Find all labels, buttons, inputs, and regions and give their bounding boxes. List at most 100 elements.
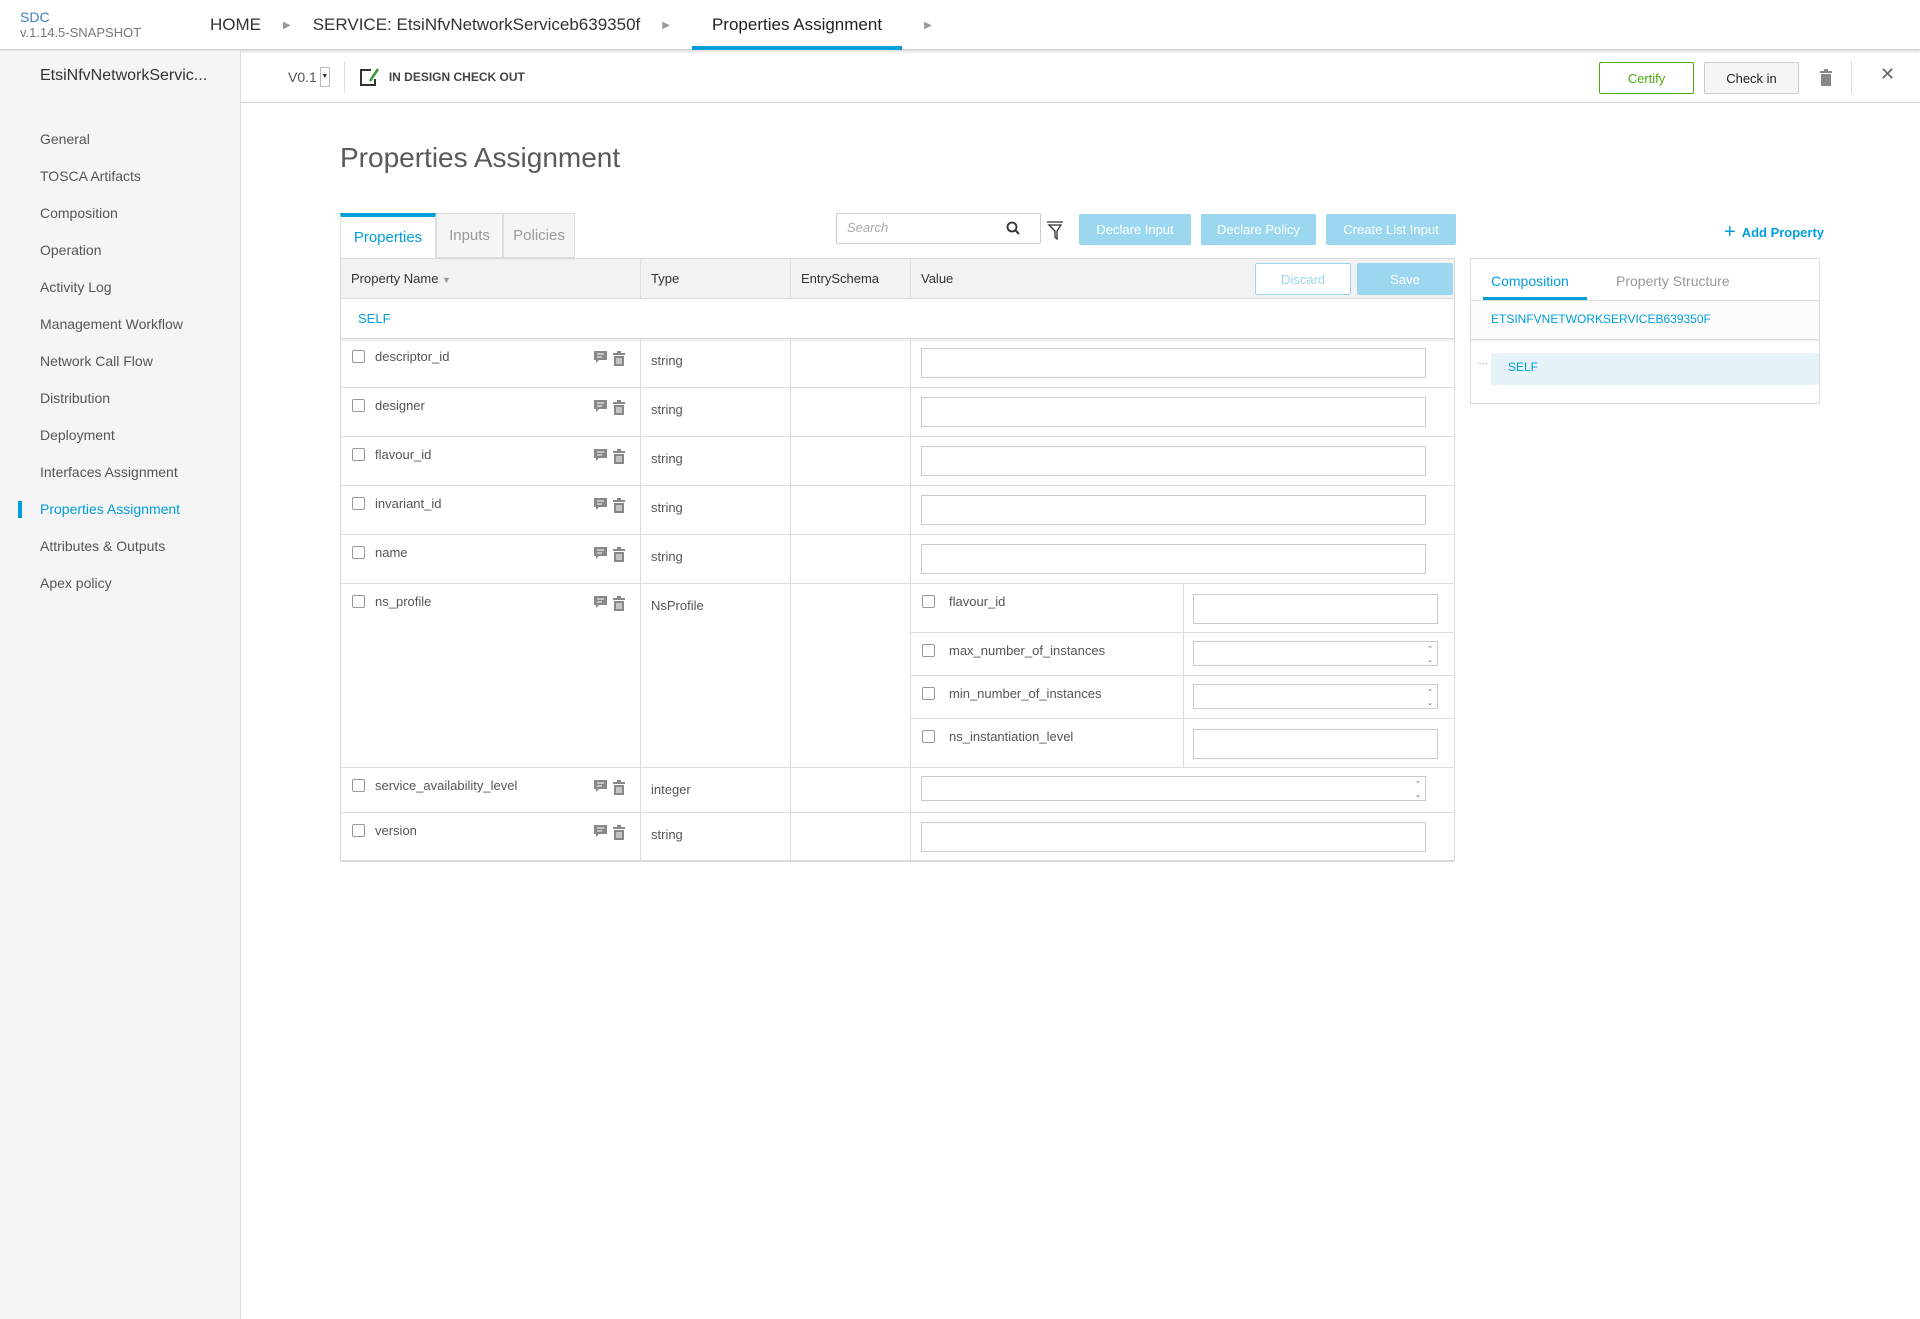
sidebar-item-general[interactable]: General — [40, 131, 90, 147]
comment-icon[interactable] — [594, 400, 608, 414]
column-header-property-name[interactable]: Property Name ▼ — [341, 259, 641, 299]
delete-icon[interactable] — [1819, 69, 1833, 86]
declare-input-button[interactable]: Declare Input — [1079, 214, 1191, 245]
column-header-entryschema: EntrySchema — [791, 259, 911, 299]
comment-icon[interactable] — [594, 498, 608, 512]
search-input[interactable]: Search — [836, 213, 1041, 244]
tab-properties[interactable]: Properties — [340, 213, 436, 258]
sidebar-item-composition[interactable]: Composition — [40, 205, 118, 221]
comment-icon[interactable] — [594, 780, 608, 794]
tab-inputs[interactable]: Inputs — [436, 213, 503, 258]
tab-property-structure[interactable]: Property Structure — [1616, 273, 1730, 289]
certify-button[interactable]: Certify — [1599, 62, 1694, 94]
add-property-link[interactable]: + Add Property — [1724, 221, 1824, 244]
sidebar-item-operation[interactable]: Operation — [40, 242, 102, 258]
sidebar-item-apex-policy[interactable]: Apex policy — [40, 575, 112, 591]
value-cell — [911, 535, 1454, 583]
delete-icon[interactable] — [613, 780, 627, 795]
delete-icon[interactable] — [613, 449, 627, 464]
version-status-group: V0.1 ▼ IN DESIGN CHECK OUT — [288, 61, 525, 93]
breadcrumb-service[interactable]: SERVICE: EtsiNfvNetworkServiceb639350f — [312, 15, 641, 34]
value-input[interactable] — [921, 446, 1426, 476]
breadcrumb-current[interactable]: Properties Assignment — [691, 0, 903, 50]
comment-icon[interactable] — [594, 449, 608, 463]
divider — [1183, 633, 1184, 675]
value-input[interactable] — [921, 348, 1426, 378]
tab-composition[interactable]: Composition — [1491, 273, 1569, 289]
row-checkbox[interactable] — [352, 546, 365, 559]
row-checkbox[interactable] — [352, 448, 365, 461]
sort-down-icon: ▼ — [442, 275, 451, 285]
number-spinner-icon[interactable]: ⌃ ⌄ — [1427, 646, 1433, 664]
sidebar-item-management-workflow[interactable]: Management Workflow — [40, 316, 183, 332]
nested-checkbox[interactable] — [922, 687, 935, 700]
comment-icon[interactable] — [594, 351, 608, 365]
version-selector[interactable]: V0.1 ▼ — [288, 67, 330, 87]
close-icon[interactable]: ✕ — [1880, 64, 1896, 84]
value-input[interactable] — [921, 822, 1426, 852]
value-input[interactable] — [921, 495, 1426, 525]
sidebar-item-tosca-artifacts[interactable]: TOSCA Artifacts — [40, 168, 141, 184]
app-logo[interactable]: SDC — [20, 9, 50, 25]
comment-icon[interactable] — [594, 547, 608, 561]
property-name: flavour_id — [375, 447, 432, 462]
create-list-input-button[interactable]: Create List Input — [1326, 214, 1456, 245]
breadcrumb-arrow-icon: ▶ — [924, 19, 932, 31]
sidebar-item-network-call-flow[interactable]: Network Call Flow — [40, 353, 153, 369]
value-input[interactable]: ⌃ ⌄ — [921, 776, 1426, 801]
nested-value-input[interactable]: ⌃ ⌄ — [1193, 641, 1438, 666]
sidebar-item-attributes-outputs[interactable]: Attributes & Outputs — [40, 538, 166, 554]
filter-icon[interactable] — [1046, 220, 1064, 240]
delete-icon[interactable] — [613, 825, 627, 840]
nested-checkbox[interactable] — [922, 644, 935, 657]
number-spinner-icon[interactable]: ⌃ ⌄ — [1415, 781, 1421, 799]
sidebar-item-properties-assignment[interactable]: Properties Assignment — [40, 501, 181, 517]
top-bar: SDC v.1.14.5-SNAPSHOT HOME ▶ SERVICE: Et… — [0, 0, 1920, 50]
nested-value-input[interactable]: ⌃ ⌄ — [1193, 684, 1438, 709]
declare-policy-button[interactable]: Declare Policy — [1201, 214, 1316, 245]
sidebar-item-distribution[interactable]: Distribution — [40, 390, 111, 406]
delete-icon[interactable] — [613, 400, 627, 415]
breadcrumb-home[interactable]: HOME — [210, 15, 261, 34]
sidebar-item-activity-log[interactable]: Activity Log — [40, 279, 112, 295]
entryschema-cell — [791, 486, 911, 534]
search-icon[interactable] — [1006, 221, 1020, 235]
nested-value-input[interactable] — [1193, 594, 1438, 624]
value-input[interactable] — [921, 544, 1426, 574]
value-cell — [911, 486, 1454, 534]
tree-item-self[interactable]: SELF — [1491, 353, 1819, 385]
sidebar-item-deployment[interactable]: Deployment — [40, 427, 115, 443]
group-row: SELF — [341, 299, 1454, 339]
check-in-button[interactable]: Check in — [1704, 62, 1799, 94]
tree-connector: ···· — [1477, 359, 1488, 368]
row-checkbox[interactable] — [352, 595, 365, 608]
delete-icon[interactable] — [613, 498, 627, 513]
table-row: designer string — [341, 388, 1454, 437]
property-name: invariant_id — [375, 496, 442, 511]
column-header-actions: Discard Save — [1241, 259, 1454, 299]
nested-value-input[interactable] — [1193, 729, 1438, 759]
delete-icon[interactable] — [613, 596, 627, 611]
number-spinner-icon[interactable]: ⌃ ⌄ — [1427, 689, 1433, 707]
comment-icon[interactable] — [594, 596, 608, 610]
property-name: descriptor_id — [375, 349, 450, 364]
properties-table: Property Name ▼ Type EntrySchema Value D… — [340, 258, 1455, 862]
component-row[interactable]: ETSINFVNETWORKSERVICEB639350F — [1471, 300, 1819, 340]
value-input[interactable] — [921, 397, 1426, 427]
row-checkbox[interactable] — [352, 497, 365, 510]
row-checkbox[interactable] — [352, 399, 365, 412]
row-checkbox[interactable] — [352, 350, 365, 363]
delete-icon[interactable] — [613, 547, 627, 562]
delete-icon[interactable] — [613, 351, 627, 366]
save-button[interactable]: Save — [1357, 263, 1453, 295]
row-checkbox[interactable] — [352, 824, 365, 837]
row-checkbox[interactable] — [352, 779, 365, 792]
comment-icon[interactable] — [594, 825, 608, 839]
nested-checkbox[interactable] — [922, 730, 935, 743]
property-name-cell: designer — [341, 388, 641, 436]
discard-button[interactable]: Discard — [1255, 263, 1351, 295]
sidebar-item-interfaces-assignment[interactable]: Interfaces Assignment — [40, 464, 178, 480]
nested-checkbox[interactable] — [922, 595, 935, 608]
version-dropdown-icon[interactable]: ▼ — [319, 67, 330, 87]
tab-policies[interactable]: Policies — [503, 213, 575, 258]
